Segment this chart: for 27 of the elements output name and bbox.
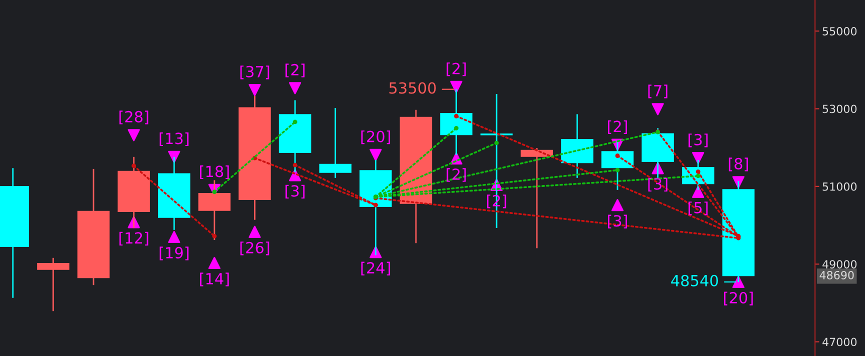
annotation: [20] bbox=[361, 130, 390, 144]
annotation: [37] bbox=[240, 66, 270, 80]
annotation: [18] bbox=[200, 165, 229, 180]
annotation: [28] bbox=[119, 110, 148, 124]
annotation: [14] bbox=[200, 272, 229, 286]
annotation: [20] bbox=[724, 292, 753, 306]
annotation: [2] bbox=[608, 120, 628, 134]
annotation: [24] bbox=[361, 262, 390, 276]
annotation: [3] bbox=[688, 134, 708, 148]
y-tick-label: 47000 bbox=[822, 338, 857, 346]
annotation: [7] bbox=[648, 84, 668, 98]
annotation: [19] bbox=[160, 246, 188, 260]
annotation: 53500 bbox=[389, 82, 436, 94]
y-tick-label: 49000 bbox=[822, 260, 857, 268]
y-tick-label: 55000 bbox=[822, 27, 857, 36]
annotation: [2] bbox=[286, 64, 305, 78]
annotation: [3] bbox=[286, 184, 305, 199]
annotation: [12] bbox=[119, 232, 148, 246]
y-tick-label: 51000 bbox=[822, 182, 857, 191]
annotation: [13] bbox=[160, 132, 188, 146]
annotation: [2] bbox=[446, 62, 466, 76]
annotation: [2] bbox=[446, 168, 466, 182]
text: 48690 bbox=[820, 270, 854, 280]
y-tick-label: 53000 bbox=[822, 104, 857, 114]
annotation: [26] bbox=[240, 242, 270, 256]
annotation: [8] bbox=[728, 158, 748, 172]
annotation: 48540 bbox=[671, 274, 718, 286]
